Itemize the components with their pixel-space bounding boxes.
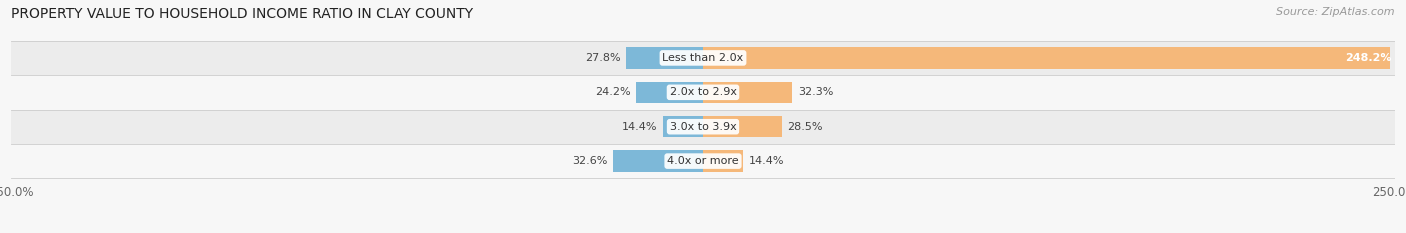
Bar xyxy=(11,110,1395,144)
Text: 24.2%: 24.2% xyxy=(595,87,630,97)
Bar xyxy=(703,116,782,137)
Bar xyxy=(636,82,703,103)
Text: 248.2%: 248.2% xyxy=(1346,53,1392,63)
Bar xyxy=(703,151,742,172)
Bar xyxy=(703,82,793,103)
Text: 14.4%: 14.4% xyxy=(748,156,785,166)
Text: 28.5%: 28.5% xyxy=(787,122,823,132)
Text: 32.6%: 32.6% xyxy=(572,156,607,166)
Bar xyxy=(613,151,703,172)
Bar xyxy=(11,144,1395,178)
Text: 2.0x to 2.9x: 2.0x to 2.9x xyxy=(669,87,737,97)
Text: 32.3%: 32.3% xyxy=(799,87,834,97)
Text: PROPERTY VALUE TO HOUSEHOLD INCOME RATIO IN CLAY COUNTY: PROPERTY VALUE TO HOUSEHOLD INCOME RATIO… xyxy=(11,7,474,21)
Text: Source: ZipAtlas.com: Source: ZipAtlas.com xyxy=(1277,7,1395,17)
Text: 4.0x or more: 4.0x or more xyxy=(668,156,738,166)
Text: 14.4%: 14.4% xyxy=(621,122,658,132)
Text: Less than 2.0x: Less than 2.0x xyxy=(662,53,744,63)
Bar xyxy=(11,75,1395,110)
Text: 27.8%: 27.8% xyxy=(585,53,620,63)
Bar xyxy=(626,47,703,69)
Text: 3.0x to 3.9x: 3.0x to 3.9x xyxy=(669,122,737,132)
Bar xyxy=(664,116,703,137)
Bar xyxy=(11,41,1395,75)
Bar xyxy=(703,47,1389,69)
